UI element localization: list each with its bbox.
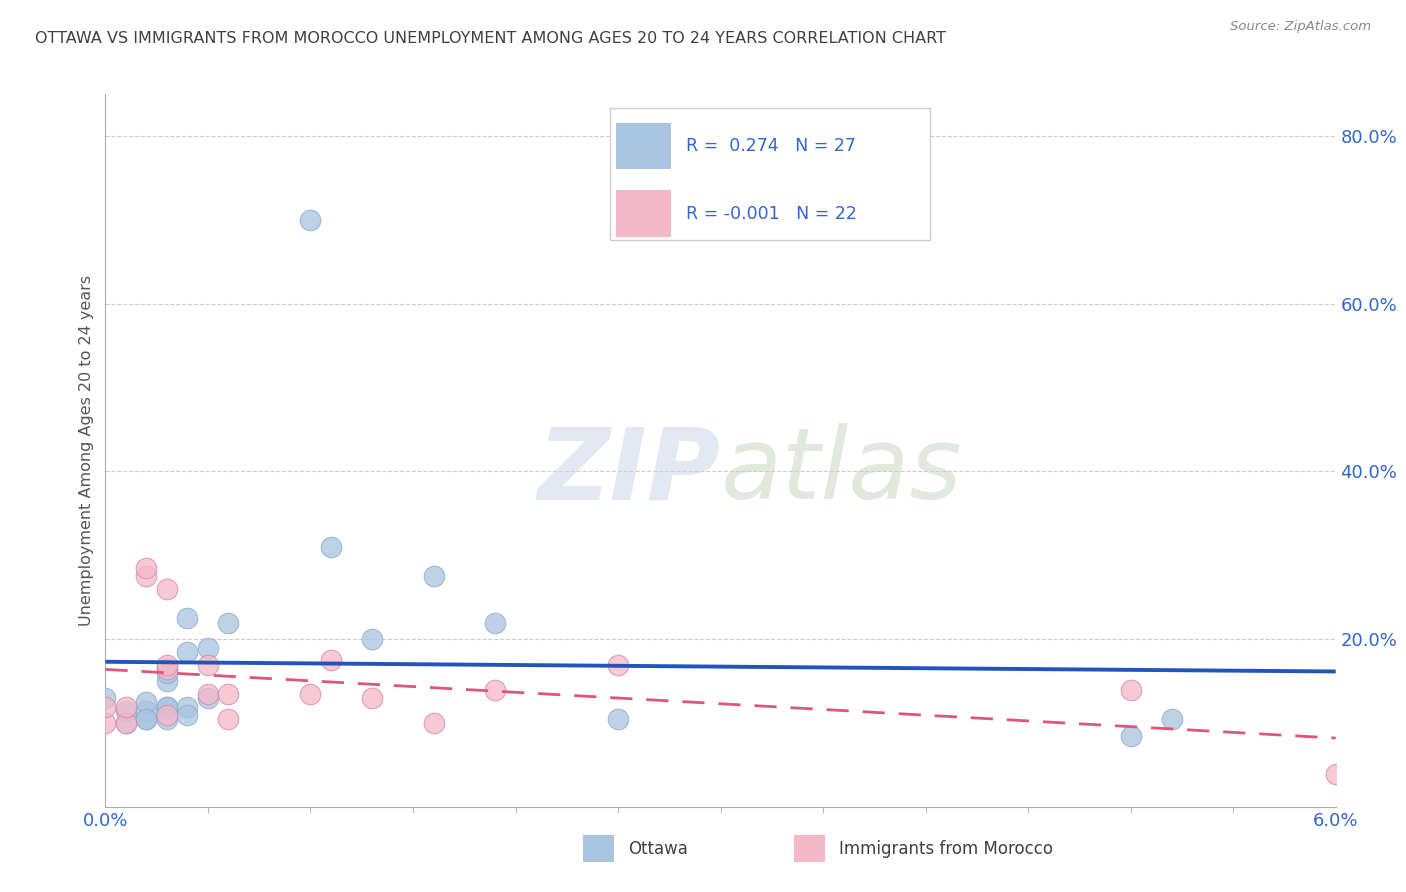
FancyBboxPatch shape [616, 190, 672, 236]
Point [156, 674, 179, 689]
Point [422, 716, 444, 731]
Point [115, 704, 138, 718]
Point [319, 540, 342, 554]
Point [1324, 766, 1347, 780]
Point [156, 699, 179, 714]
Point [115, 716, 138, 731]
Point [94, 716, 117, 731]
Point [218, 687, 240, 701]
Point [218, 615, 240, 630]
Y-axis label: Unemployment Among Ages 20 to 24 years: Unemployment Among Ages 20 to 24 years [79, 275, 94, 626]
Text: Ottawa: Ottawa [628, 840, 689, 858]
Point [156, 662, 179, 676]
Point [135, 712, 157, 726]
Point [156, 665, 179, 680]
Point [1119, 729, 1142, 743]
Point [484, 682, 506, 697]
Text: OTTAWA VS IMMIGRANTS FROM MOROCCO UNEMPLOYMENT AMONG AGES 20 TO 24 YEARS CORRELA: OTTAWA VS IMMIGRANTS FROM MOROCCO UNEMPL… [35, 31, 946, 46]
FancyBboxPatch shape [610, 108, 929, 240]
Point [197, 691, 219, 706]
Text: R = -0.001   N = 22: R = -0.001 N = 22 [686, 204, 858, 222]
Point [115, 699, 138, 714]
Point [197, 687, 219, 701]
Point [156, 582, 179, 596]
Point [135, 569, 157, 583]
Point [607, 712, 630, 726]
FancyBboxPatch shape [794, 835, 825, 862]
Point [299, 687, 322, 701]
Point [115, 716, 138, 731]
FancyBboxPatch shape [616, 122, 672, 169]
Point [176, 699, 198, 714]
Text: Immigrants from Morocco: Immigrants from Morocco [839, 840, 1053, 858]
Point [94, 691, 117, 706]
Point [176, 645, 198, 659]
Point [176, 707, 198, 722]
Point [422, 569, 444, 583]
Point [156, 712, 179, 726]
Point [1119, 682, 1142, 697]
Point [135, 704, 157, 718]
Point [156, 699, 179, 714]
Point [1160, 712, 1182, 726]
Point [607, 657, 630, 672]
Point [197, 657, 219, 672]
Point [218, 712, 240, 726]
Point [135, 561, 157, 575]
Point [135, 712, 157, 726]
Text: Source: ZipAtlas.com: Source: ZipAtlas.com [1230, 20, 1371, 33]
FancyBboxPatch shape [583, 835, 614, 862]
Point [156, 657, 179, 672]
Point [319, 653, 342, 667]
Text: ZIP: ZIP [537, 424, 721, 520]
Text: atlas: atlas [721, 424, 962, 520]
Point [484, 615, 506, 630]
Point [361, 691, 384, 706]
Point [197, 640, 219, 655]
Point [176, 611, 198, 625]
Point [135, 695, 157, 709]
Text: R =  0.274   N = 27: R = 0.274 N = 27 [686, 136, 856, 154]
Point [94, 699, 117, 714]
Point [299, 212, 322, 227]
Point [156, 707, 179, 722]
Point [361, 632, 384, 647]
